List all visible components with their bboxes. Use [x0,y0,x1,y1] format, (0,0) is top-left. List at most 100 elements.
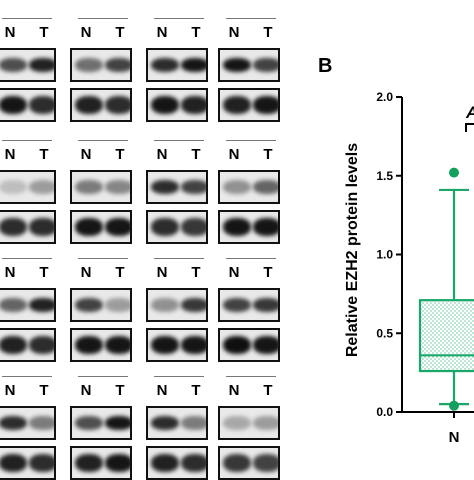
loading-control-blot-strip [0,88,56,122]
protein-band [253,298,278,312]
protein-band [253,180,278,194]
loading-control-blot-strip [70,88,132,122]
y-tick-label: 2.0 [376,90,393,104]
panel-b-label: B [318,55,333,77]
protein-band [29,58,54,72]
protein-band [223,454,251,472]
lane-label-t: T [191,146,201,163]
lane-label-n: N [80,146,92,163]
protein-band [151,416,179,430]
y-tick-label: 1.5 [376,169,393,183]
protein-band [223,298,251,312]
significance-label: A [465,103,474,122]
protein-band [29,416,54,430]
ezh2-blot-strip [146,48,208,82]
protein-band [75,298,103,312]
protein-band [0,218,27,236]
protein-band [75,58,103,72]
protein-band [105,336,130,354]
protein-band [181,96,206,114]
lane-group-underline [2,376,52,377]
lane-label-n: N [80,264,92,281]
protein-band [151,454,179,472]
outlier-point [449,400,459,411]
lane-label-t: T [263,264,273,281]
lane-label-t: T [191,24,201,41]
protein-band [29,96,54,114]
iqr-box [418,299,474,373]
protein-band [253,96,278,114]
lane-group-underline [226,258,276,259]
x-tick-label: N [449,429,460,446]
lane-label-n: N [156,264,168,281]
protein-band [29,218,54,236]
protein-band [223,336,251,354]
protein-band [181,454,206,472]
protein-band [223,218,251,236]
protein-band [75,218,103,236]
lane-group-underline [78,140,128,141]
outlier-point [449,167,459,178]
protein-band [75,416,103,430]
protein-band [181,58,206,72]
lane-label-t: T [115,264,125,281]
lane-group-underline [2,258,52,259]
ezh2-blot-strip [0,406,56,440]
loading-control-blot-strip [146,88,208,122]
western-blot-panel: N T N T N T N T N T N T N T N T N T N T N T N T N T N T N T N T [0,18,280,480]
protein-band [151,298,179,312]
protein-band [75,336,103,354]
protein-band [223,58,251,72]
lane-label-n: N [156,382,168,399]
protein-band [151,96,179,114]
lane-label-t: T [263,146,273,163]
ezh2-blot-strip [146,406,208,440]
ezh2-blot-strip [146,288,208,322]
protein-band [75,180,103,194]
lane-label-t: T [263,382,273,399]
protein-band [29,180,54,194]
lane-label-n: N [80,24,92,41]
protein-band [29,298,54,312]
loading-control-blot-strip [0,210,56,244]
lane-label-t: T [263,24,273,41]
ezh2-blot-strip [70,48,132,82]
protein-band [0,454,27,472]
lane-label-t: T [115,24,125,41]
protein-band [105,454,130,472]
protein-band [181,218,206,236]
lane-label-t: T [39,382,49,399]
lane-label-t: T [115,382,125,399]
lane-group-underline [226,140,276,141]
protein-band [105,96,130,114]
lane-label-n: N [228,24,240,41]
lane-group-underline [78,258,128,259]
protein-band [75,454,103,472]
lane-group-underline [154,140,204,141]
protein-band [223,416,251,430]
protein-band [0,180,27,194]
lane-label-n: N [228,382,240,399]
protein-band [151,58,179,72]
lane-label-n: N [228,264,240,281]
protein-band [151,180,179,194]
protein-band [105,298,130,312]
protein-band [105,416,130,430]
lane-group-underline [78,376,128,377]
protein-band [105,180,130,194]
ezh2-blot-strip [218,288,280,322]
protein-band [253,218,278,236]
protein-band [0,336,27,354]
ezh2-blot-strip [70,170,132,204]
lane-label-n: N [156,146,168,163]
lane-group-underline [2,18,52,19]
protein-band [105,58,130,72]
lane-label-n: N [156,24,168,41]
loading-control-blot-strip [0,328,56,362]
ezh2-blot-strip [0,170,56,204]
ezh2-blot-strip [70,288,132,322]
significance-bracket [465,123,474,132]
lane-label-t: T [39,146,49,163]
lane-label-n: N [4,382,16,399]
